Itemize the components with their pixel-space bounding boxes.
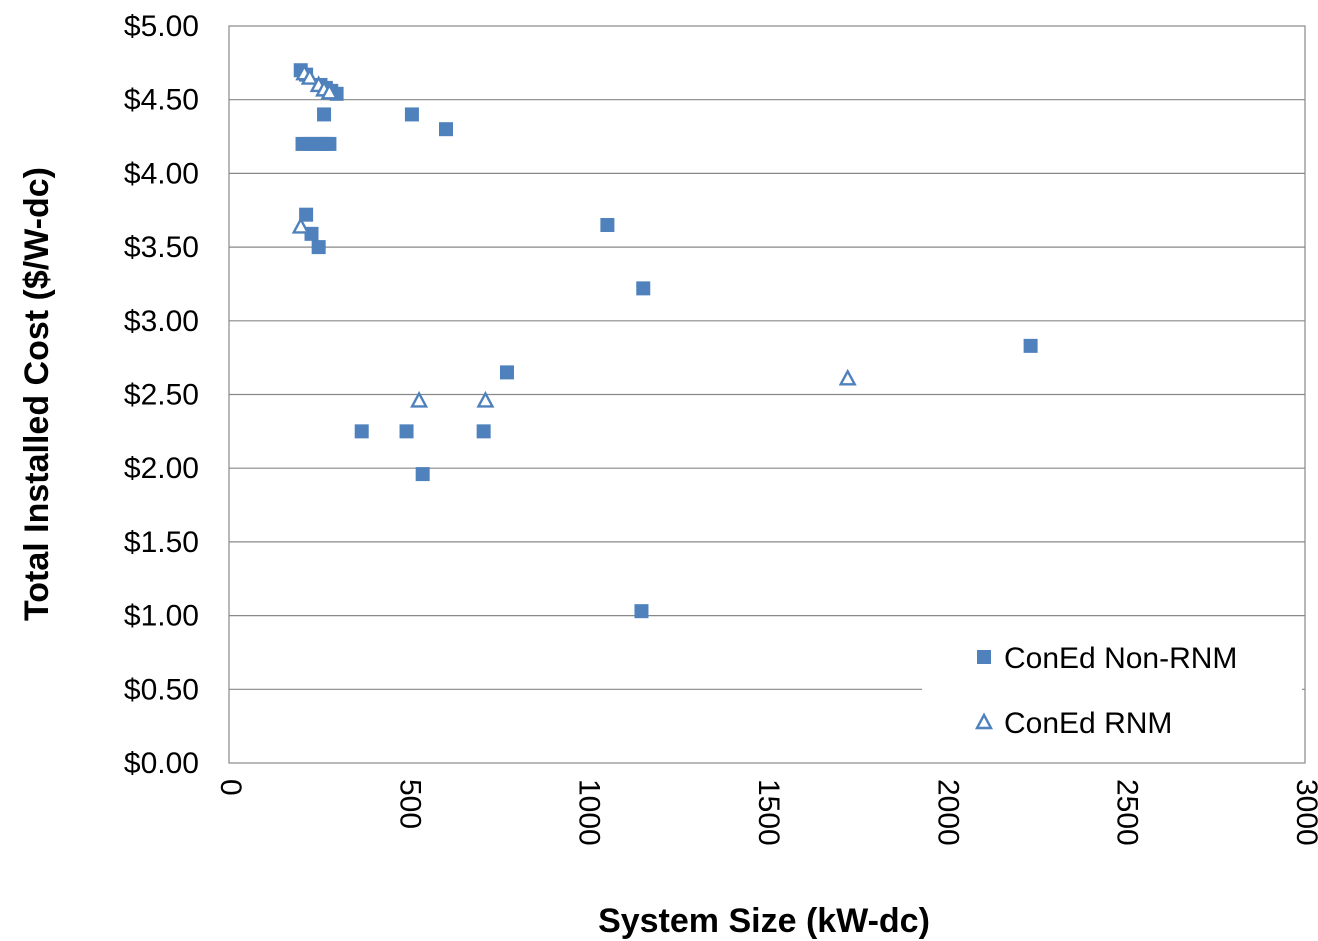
point-non-rnm bbox=[600, 217, 615, 232]
x-tick-label: 1000 bbox=[573, 779, 606, 846]
legend-marker-non-rnm bbox=[977, 650, 991, 664]
legend-label-non-rnm: ConEd Non-RNM bbox=[1004, 642, 1237, 675]
y-tick-label: $0.50 bbox=[124, 673, 199, 706]
point-non-rnm bbox=[636, 281, 651, 296]
y-tick-label: $1.00 bbox=[124, 600, 199, 633]
x-tick-label: 0 bbox=[214, 779, 247, 796]
point-non-rnm bbox=[317, 107, 332, 122]
point-non-rnm bbox=[476, 424, 491, 439]
x-tick-label: 500 bbox=[393, 779, 426, 829]
x-tick-label: 3000 bbox=[1290, 779, 1318, 846]
point-rnm bbox=[300, 68, 319, 85]
legend-marker-rnm bbox=[974, 712, 994, 730]
point-non-rnm bbox=[354, 424, 369, 439]
y-tick-label: $5.00 bbox=[124, 10, 199, 43]
point-non-rnm bbox=[438, 122, 453, 137]
y-axis-title: Total Installed Cost ($/W-dc) bbox=[18, 167, 56, 621]
point-rnm bbox=[410, 390, 429, 408]
point-non-rnm bbox=[499, 365, 514, 380]
point-non-rnm bbox=[304, 226, 319, 241]
point-non-rnm bbox=[415, 467, 430, 482]
x-tick-label: 2000 bbox=[931, 779, 964, 846]
x-tick-label: 2500 bbox=[1111, 779, 1144, 846]
y-tick-labels: $0.00 $0.50 $1.00 $1.50 $2.00 $2.50 $3.00 $3.50… bbox=[124, 10, 199, 780]
x-tick-labels: 0 500 1000 1500 2000 2500 3000 bbox=[214, 779, 1318, 846]
y-tick-label: $0.00 bbox=[124, 747, 199, 780]
y-tick-label: $2.00 bbox=[124, 452, 199, 485]
legend: ConEd Non-RNM ConEd RNM bbox=[922, 628, 1302, 756]
legend-label-rnm: ConEd RNM bbox=[1004, 707, 1172, 740]
gridlines bbox=[229, 99, 1305, 690]
point-non-rnm bbox=[634, 604, 649, 619]
point-non-rnm bbox=[299, 207, 314, 222]
point-rnm bbox=[291, 216, 310, 234]
legend-background bbox=[922, 628, 1302, 756]
point-rnm bbox=[320, 82, 339, 100]
point-rnm bbox=[838, 368, 857, 386]
y-tick-label: $4.00 bbox=[124, 157, 199, 190]
y-tick-label: $3.50 bbox=[124, 231, 199, 264]
point-non-rnm bbox=[399, 424, 414, 439]
point-non-rnm bbox=[404, 107, 419, 122]
point-rnm bbox=[476, 390, 495, 408]
point-non-rnm bbox=[1023, 338, 1038, 353]
y-tick-label: $4.50 bbox=[124, 84, 199, 117]
y-tick-label: $1.50 bbox=[124, 526, 199, 559]
data-points bbox=[291, 63, 1038, 619]
y-tick-label: $3.00 bbox=[124, 305, 199, 338]
y-tick-label: $2.50 bbox=[124, 379, 199, 412]
x-axis-title: System Size (kW-dc) bbox=[598, 902, 930, 940]
x-tick-label: 1500 bbox=[752, 779, 785, 846]
plot-area bbox=[228, 25, 1306, 764]
point-non-rnm bbox=[311, 240, 326, 255]
point-non-rnm bbox=[322, 136, 337, 151]
